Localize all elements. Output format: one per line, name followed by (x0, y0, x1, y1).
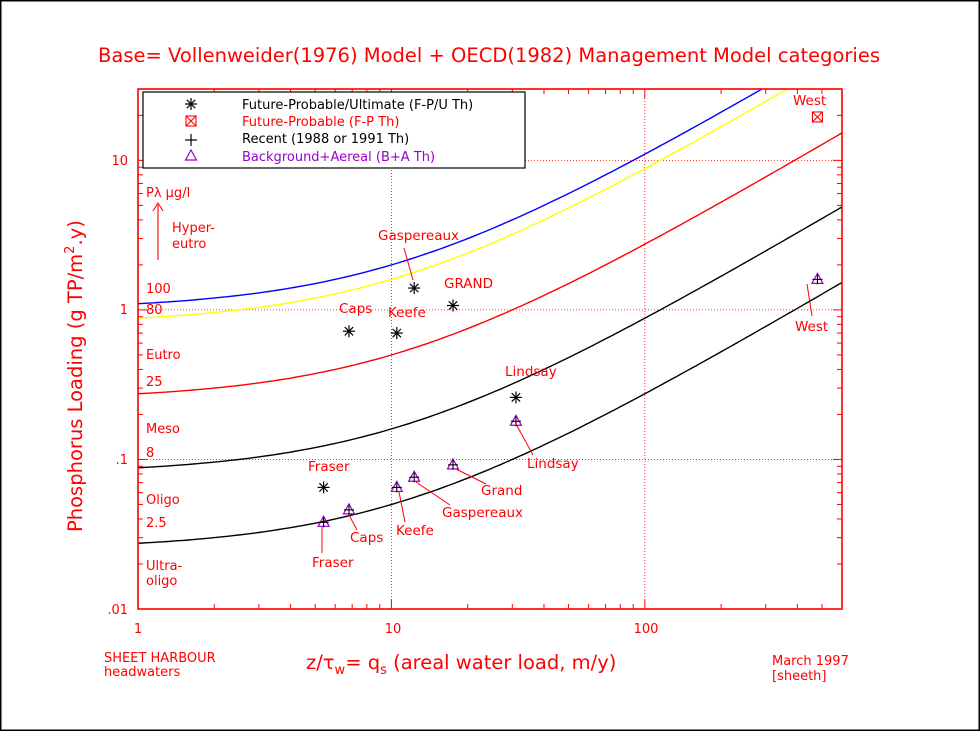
ultra-label-2: oligo (146, 574, 177, 589)
oligo-label: Oligo (146, 493, 180, 508)
point-plus-0 (812, 274, 823, 285)
x-axis-label: z/τw= qs (areal water load, m/y) (306, 651, 616, 678)
label-8: 8 (146, 446, 154, 461)
hyper-label-1: Hyper- (172, 221, 215, 236)
annotation-upper-keefe: Keefe (388, 305, 426, 321)
meso-label: Meso (146, 422, 180, 437)
point-asterisk-0 (408, 282, 421, 295)
eutro-label: Eutro (146, 348, 181, 363)
point-asterisk-2 (342, 325, 355, 338)
y-tick-label-0.01: .01 (107, 603, 128, 618)
legend-label-background: Background+Aereal (B+A Th) (242, 150, 435, 165)
footer-right-line2: [sheeth] (772, 669, 827, 684)
axis-ticks (137, 88, 843, 610)
point-asterisk-3 (390, 327, 403, 340)
annotation-upper-gaspereaux: Gaspereaux (378, 228, 459, 244)
point-asterisk-5 (317, 481, 330, 494)
label-2.5: 2.5 (146, 516, 167, 531)
x-tick-label-10: 10 (385, 622, 402, 637)
trophic-labels: Pλ µg/l Hyper- eutro 100 80 Eutro 25 Mes… (146, 186, 215, 589)
legend-symbol-asterisk (185, 98, 197, 110)
annotation-lower-lindsay: Lindsay (527, 456, 579, 472)
footer-right-line1: March 1997 (772, 654, 849, 669)
annotation-upper-west: West (793, 93, 826, 109)
annotation-lower-caps: Caps (350, 530, 383, 546)
hyper-label-2: eutro (172, 237, 206, 252)
label-100: 100 (146, 282, 171, 297)
leader-lower-gaspereaux (415, 481, 451, 506)
curve-p-100 (137, 88, 762, 305)
annotation-lower-west: West (795, 319, 828, 335)
plot-area (137, 88, 843, 610)
annotation-upper-lindsay: Lindsay (505, 364, 557, 380)
x-tick-label-1: 1 (134, 622, 142, 637)
y-tick-label-10: 10 (111, 154, 128, 169)
curve-p-8 (137, 206, 843, 469)
legend-symbol-triangle (184, 148, 198, 161)
y-axis-label: Phosphorus Loading (g TP/m2.y) (63, 220, 87, 532)
y-tick-label-1: 1 (120, 303, 128, 318)
leader-upper-gaspereaux (403, 247, 414, 281)
point-asterisk-4 (509, 391, 522, 404)
x-tick-label-100: 100 (634, 622, 659, 637)
point-plus-5 (343, 504, 354, 515)
annotation-lower-fraser: Fraser (312, 555, 354, 571)
model-curves (137, 88, 843, 544)
label-25: 25 (146, 375, 163, 390)
y-tick-label-0.1: .1 (116, 453, 128, 468)
legend-symbol-boxed-x (185, 115, 197, 127)
legend-label-future-probable: Future-Probable (F-P Th) (242, 115, 399, 130)
point-plus-4 (391, 482, 402, 493)
data-marks (317, 111, 824, 528)
legend-label-recent: Recent (1988 or 1991 Th) (242, 132, 409, 147)
annotation-upper-fraser: Fraser (308, 459, 350, 475)
legend-symbol-plus (185, 134, 197, 146)
footer-left-line1: SHEET HARBOUR (104, 651, 216, 666)
annotation-lower-gaspereaux: Gaspereaux (442, 505, 523, 521)
curve-p-2.5 (137, 281, 843, 544)
point-asterisk-1 (446, 299, 459, 312)
chart-title: Base= Vollenweider(1976) Model + OECD(19… (98, 44, 880, 67)
point-boxed-x-0 (811, 111, 823, 123)
curve-p-25 (137, 132, 843, 395)
p-unit-label: Pλ µg/l (146, 186, 190, 201)
ultra-label-1: Ultra- (146, 559, 183, 574)
lake-annotations: West Gaspereaux GRAND Caps Keefe Lindsay… (308, 93, 828, 571)
leader-lower-caps (348, 514, 358, 531)
point-plus-2 (447, 459, 458, 470)
leader-lower-lindsay (515, 423, 534, 456)
curve-p-80 (137, 88, 788, 319)
annotation-lower-keefe: Keefe (396, 523, 434, 539)
point-plus-3 (409, 472, 420, 483)
annotation-upper-caps: Caps (339, 301, 372, 317)
leader-lower-west (806, 283, 813, 317)
leader-lower-keefe (398, 491, 406, 523)
arrow-head-icon (152, 201, 164, 212)
annotation-lower-grand: Grand (481, 483, 522, 499)
label-80: 80 (146, 303, 163, 318)
legend-label-future-ultimate: Future-Probable/Ultimate (F-P/U Th) (242, 98, 473, 113)
point-plus-6 (318, 517, 329, 528)
legend: Future-Probable/Ultimate (F-P/U Th) Futu… (142, 91, 526, 169)
annotation-upper-grand: GRAND (444, 276, 493, 292)
leader-lower-grand (455, 468, 487, 485)
footer-left-line2: headwaters (104, 665, 180, 680)
